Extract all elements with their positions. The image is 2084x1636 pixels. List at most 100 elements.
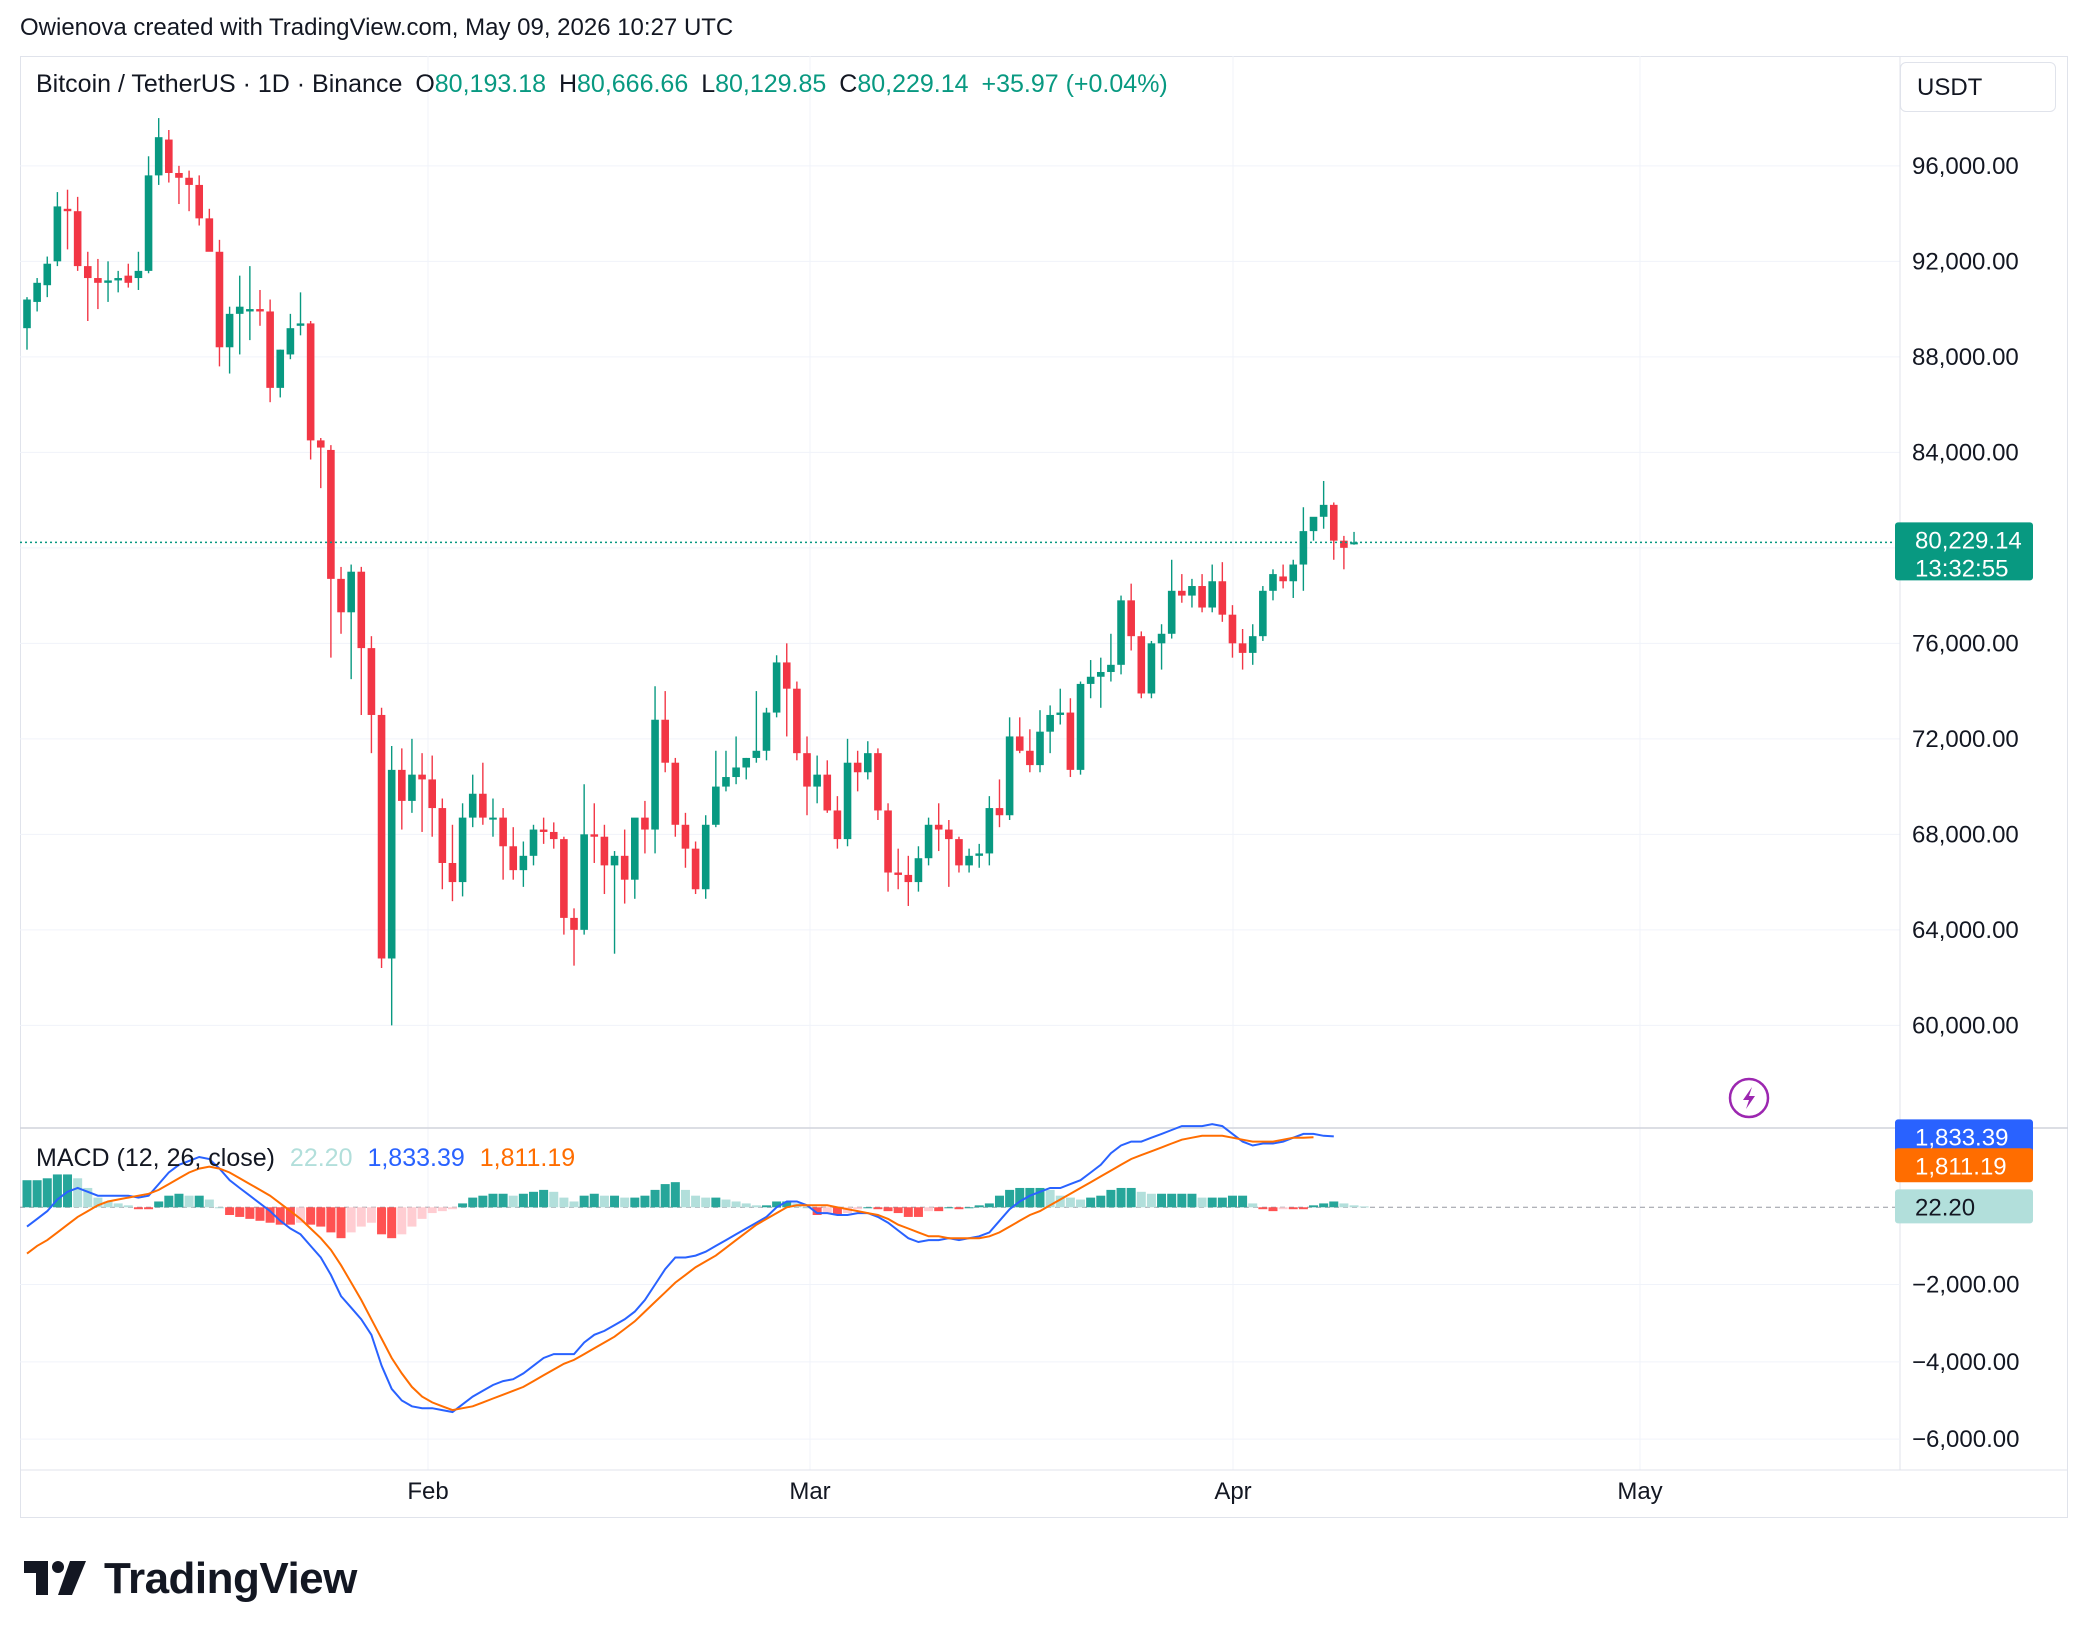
macd-histogram-bar (194, 1195, 204, 1208)
macd-histogram-bar (447, 1207, 457, 1210)
last-price-tag (1895, 522, 2033, 581)
candle-body (1157, 633, 1166, 644)
macd-histogram-bar (296, 1207, 306, 1223)
candle-body (1117, 600, 1125, 665)
macd-histogram-bar (407, 1207, 417, 1227)
x-tick-label: Mar (789, 1478, 830, 1505)
open-value: 80,193.18 (434, 70, 546, 98)
candle-body (1259, 590, 1267, 637)
candle-body (874, 753, 882, 811)
macd-histogram-bar (782, 1201, 792, 1208)
candle-body (641, 817, 649, 830)
last-price-tag-text: 13:32:55 (1915, 555, 2008, 582)
candle-body (489, 817, 497, 820)
candle-body (367, 648, 376, 715)
candle-body (1340, 540, 1348, 548)
macd-histogram-bar (599, 1195, 609, 1208)
candle-body (1147, 643, 1156, 694)
macd-histogram-bar (1015, 1187, 1025, 1208)
macd-histogram-bar (1268, 1207, 1278, 1212)
candle-body (63, 208, 72, 212)
candle-body (509, 846, 518, 871)
macd-histogram-bar (549, 1191, 559, 1208)
macd-tick-label: −6,000.00 (1912, 1426, 2019, 1453)
macd-histogram-bar (954, 1207, 964, 1210)
high-value: 80,666.66 (577, 70, 689, 98)
candle-body (752, 750, 761, 758)
signal-line (26, 1134, 1314, 1412)
macd-histogram-bar (508, 1195, 518, 1208)
macd-histogram-bar (680, 1189, 690, 1208)
macd-histogram-bar (123, 1205, 133, 1208)
candle-body (590, 834, 599, 837)
candle-body (286, 328, 295, 355)
candle-body (387, 769, 396, 959)
symbol-name[interactable]: Bitcoin / TetherUS · 1D · Binance (36, 70, 403, 98)
macd-histogram-bar (832, 1207, 842, 1215)
lightning-bolt-shape (1743, 1087, 1755, 1109)
candle-body (681, 824, 690, 849)
macd-histogram-bar (944, 1207, 954, 1209)
macd-line (26, 1123, 1334, 1414)
candle-body (1005, 736, 1014, 816)
macd-histogram-bar (1157, 1193, 1167, 1208)
candle-body (398, 769, 406, 801)
candle-body (995, 808, 1004, 816)
candle-body (195, 184, 204, 219)
candle-body (549, 831, 558, 840)
candle-body (296, 323, 305, 326)
candle-body (53, 206, 62, 262)
price-tick-label: 72,000.00 (1912, 726, 2019, 753)
macd-histogram-bar (1146, 1193, 1156, 1208)
macd-histogram-bar (863, 1207, 873, 1209)
macd-histogram-bar (488, 1193, 498, 1208)
macd-histogram-bar (772, 1201, 782, 1208)
macd-histogram-bar (93, 1197, 103, 1208)
candle-body (945, 829, 953, 840)
macd-histogram-bar (154, 1201, 164, 1208)
candle-body (23, 299, 31, 329)
candle-body (762, 712, 771, 751)
macd-histogram-bar (731, 1201, 741, 1208)
macd-histogram-bar (1258, 1207, 1268, 1210)
candle-body (377, 714, 386, 959)
x-tick-label: Apr (1214, 1478, 1251, 1505)
histogram-value-tag (1895, 1189, 2033, 1224)
macd-histogram-bar (255, 1207, 265, 1221)
candle-body (904, 874, 913, 883)
candle-body (1086, 676, 1095, 684)
low-label: L (701, 70, 716, 98)
macd-histogram-bar (640, 1195, 650, 1208)
macd-histogram-bar (356, 1207, 366, 1227)
macd-histogram-bar (458, 1203, 468, 1208)
macd-histogram-bar (52, 1174, 62, 1208)
candle-body (1127, 600, 1135, 637)
candle-body (1299, 531, 1308, 565)
macd-value-tag (1895, 1119, 2033, 1154)
macd-signal-value: 1,811.19 (479, 1144, 576, 1172)
candle-body (1228, 614, 1237, 644)
macd-histogram-bar (913, 1207, 923, 1217)
macd-histogram-bar (518, 1193, 528, 1208)
candle-body (479, 793, 487, 818)
macd-histogram-bar (245, 1207, 255, 1219)
candle-body (732, 767, 740, 778)
candle-body (114, 278, 122, 281)
macd-histogram-bar (924, 1207, 934, 1212)
candle-body (1248, 636, 1257, 653)
macd-hist-value: 22.20 (289, 1144, 353, 1172)
macd-indicator-label[interactable]: MACD (12, 26, close) (36, 1144, 275, 1172)
macd-histogram-bar (1227, 1195, 1237, 1208)
macd-histogram-bar (366, 1207, 376, 1223)
macd-histogram-bar (387, 1207, 397, 1239)
macd-histogram-bar (721, 1199, 731, 1208)
currency-selector[interactable]: USDT (1900, 62, 2056, 112)
candle-body (1350, 542, 1358, 545)
price-tick-label: 96,000.00 (1912, 153, 2019, 180)
brand-logo: TradingView (24, 1554, 357, 1604)
macd-histogram-bar (630, 1197, 640, 1208)
candle-body (154, 137, 163, 176)
candle-body (742, 757, 751, 768)
macd-histogram-bar (822, 1207, 832, 1214)
